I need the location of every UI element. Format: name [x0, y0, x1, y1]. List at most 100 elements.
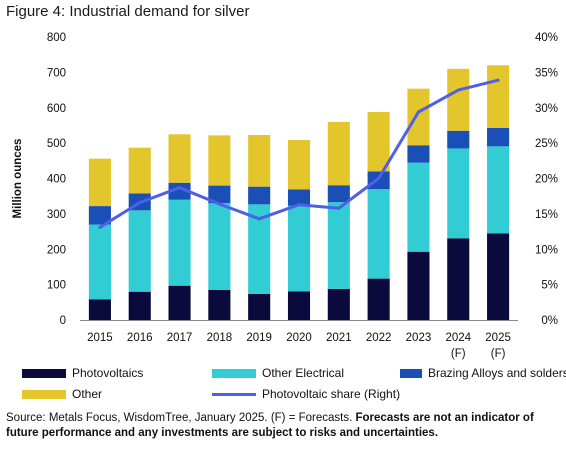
bar-other-electrical-2024	[447, 148, 470, 239]
bar-other-2017	[168, 134, 191, 183]
legend-swatch-other-electrical	[212, 368, 256, 378]
legend-swatch-photovoltaic-share	[212, 392, 256, 396]
figure-footer: Source: Metals Focus, WisdomTree, Januar…	[6, 411, 562, 441]
bar-other-electrical-2016	[128, 210, 151, 292]
bar-other-2015	[88, 158, 111, 207]
bar-other-2022	[367, 111, 390, 172]
bar-other-electrical-2025	[487, 146, 510, 234]
y-tick-label-7: 700	[47, 67, 66, 79]
y2-tick-label-2: 10%	[535, 244, 558, 256]
x-tick-label-2019: 2019	[246, 332, 272, 344]
y2-tick-label-1: 5%	[541, 280, 558, 292]
x-tick-label-2016: 2016	[127, 332, 153, 344]
bar-other-2019	[248, 134, 271, 187]
x-tick-label-2015: 2015	[87, 332, 113, 344]
bar-photovoltaics-2021	[327, 288, 350, 320]
bar-photovoltaics-2017	[168, 285, 191, 320]
bar-other-2023	[407, 88, 430, 146]
bar-brazing-alloys-and-solders-2023	[407, 145, 430, 163]
y2-tick-label-0: 0%	[541, 315, 558, 327]
point-photovoltaic-share-2025	[496, 78, 500, 82]
x-tick-label-2025: 2025	[485, 332, 511, 344]
bar-photovoltaics-2016	[128, 291, 151, 320]
legend-label-photovoltaics: Photovoltaics	[72, 366, 144, 380]
bar-brazing-alloys-and-solders-2021	[327, 185, 350, 203]
legend-label-other: Other	[72, 387, 103, 401]
bar-photovoltaics-2015	[88, 299, 111, 320]
legend-swatch-brazing-alloys	[400, 368, 422, 378]
y-tick-label-6: 600	[47, 103, 66, 115]
legend-item-brazing-alloys: Brazing Alloys and solders	[400, 364, 566, 382]
y2-tick-label-3: 15%	[535, 209, 558, 221]
x-tick-label-2017: 2017	[167, 332, 193, 344]
source-note: Source: Metals Focus, WisdomTree, Januar…	[6, 412, 356, 424]
y-tick-label-3: 300	[47, 209, 66, 221]
y2-tick-label-6: 30%	[535, 103, 558, 115]
legend-swatch-photovoltaics	[22, 368, 66, 378]
point-photovoltaic-share-2021	[337, 206, 341, 210]
y2-tick-label-4: 20%	[535, 174, 558, 186]
bar-photovoltaics-2024	[447, 238, 470, 320]
legend-item-other-electrical: Other Electrical	[212, 364, 344, 382]
x-tick-label-2024: 2024	[445, 332, 471, 344]
point-photovoltaic-share-2015	[98, 225, 102, 229]
silver-demand-chart: 0 100 200 300 400 500 600 700 800 0% 5% 10% 15% 20% 25…	[12, 32, 558, 360]
legend-item-other: Other	[22, 385, 102, 403]
bar-brazing-alloys-and-solders-2020	[287, 189, 311, 206]
y-tick-label-8: 800	[47, 32, 66, 44]
x-tick-label-2020: 2020	[286, 332, 312, 344]
legend-label-other-electrical: Other Electrical	[262, 366, 345, 380]
point-photovoltaic-share-2016	[138, 201, 142, 205]
legend-swatch-other	[22, 389, 66, 399]
bar-other-2025	[487, 65, 510, 128]
bar-brazing-alloys-and-solders-2024	[447, 130, 470, 149]
disclaimer-note: Forecasts are not an indicator of future…	[6, 412, 534, 439]
x-tick-label-2018: 2018	[207, 332, 233, 344]
legend-item-photovoltaics: Photovoltaics	[22, 364, 143, 382]
x-tick-note-2024: (F)	[451, 348, 466, 360]
bar-other-electrical-2023	[407, 162, 430, 252]
bar-brazing-alloys-and-solders-2015	[88, 206, 111, 225]
x-tick-label-2021: 2021	[326, 332, 352, 344]
y2-tick-label-7: 35%	[535, 67, 558, 79]
bar-photovoltaics-2025	[487, 233, 510, 320]
bar-photovoltaics-2022	[367, 278, 390, 320]
point-photovoltaic-share-2017	[178, 186, 182, 190]
bar-brazing-alloys-and-solders-2019	[248, 186, 271, 205]
bar-photovoltaics-2023	[407, 251, 430, 320]
bar-other-electrical-2017	[168, 199, 191, 286]
point-photovoltaic-share-2022	[377, 177, 381, 180]
legend-label-brazing-alloys: Brazing Alloys and solders	[428, 366, 566, 380]
bar-other-electrical-2019	[248, 204, 271, 294]
point-photovoltaic-share-2018	[217, 202, 221, 206]
bar-other-2021	[327, 121, 350, 186]
y-tick-label-5: 500	[47, 138, 66, 150]
point-photovoltaic-share-2020	[297, 203, 301, 207]
bar-other-2024	[447, 68, 470, 131]
bar-other-electrical-2015	[88, 224, 111, 300]
bar-brazing-alloys-and-solders-2025	[487, 127, 510, 147]
bar-other-2018	[208, 135, 231, 186]
point-photovoltaic-share-2024	[456, 88, 460, 92]
chart-legend: Photovoltaics Other Electrical Brazing A…	[22, 364, 566, 404]
y-tick-label-2: 200	[47, 244, 66, 256]
bar-photovoltaics-2018	[208, 289, 231, 320]
bar-photovoltaics-2020	[287, 291, 311, 320]
bar-other-2016	[128, 147, 151, 194]
legend-item-photovoltaic-share: Photovoltaic share (Right)	[212, 385, 400, 403]
y-tick-label-1: 100	[47, 280, 66, 292]
y2-tick-label-5: 25%	[535, 138, 558, 150]
bar-other-electrical-2021	[327, 202, 350, 289]
figure-title: Figure 4: Industrial demand for silver	[6, 3, 250, 20]
y-tick-label-4: 400	[47, 174, 66, 186]
bar-photovoltaics-2019	[248, 293, 271, 320]
bar-brazing-alloys-and-solders-2018	[208, 185, 231, 204]
x-tick-label-2023: 2023	[406, 332, 432, 344]
point-photovoltaic-share-2023	[416, 110, 420, 114]
y-axis-label: Million ounces	[12, 139, 24, 219]
point-photovoltaic-share-2019	[257, 217, 261, 221]
bar-other-electrical-2022	[367, 189, 390, 279]
legend-label-photovoltaic-share: Photovoltaic share (Right)	[262, 387, 401, 401]
x-tick-label-2022: 2022	[366, 332, 392, 344]
bar-other-electrical-2018	[208, 203, 231, 290]
